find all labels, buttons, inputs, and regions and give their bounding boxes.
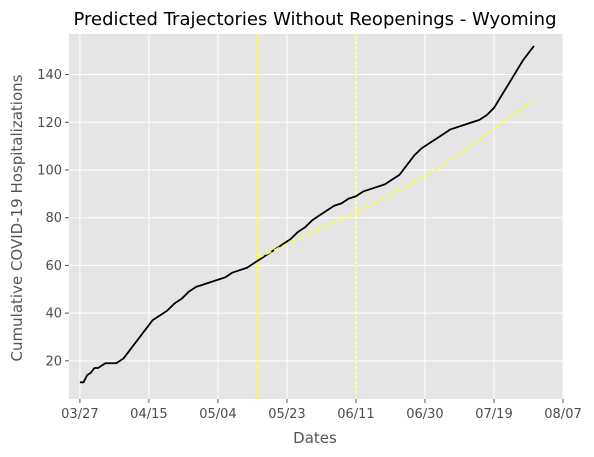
y-axis-ticks: 20 40 60 80 100 120 140	[37, 68, 69, 369]
y-tick-label: 80	[45, 211, 62, 226]
plot-area	[69, 34, 563, 399]
x-tick-label: 05/23	[268, 407, 305, 422]
y-tick-label: 60	[45, 259, 62, 274]
series-line	[257, 100, 535, 259]
y-tick-label: 140	[37, 68, 62, 83]
x-tick-label: 04/15	[130, 407, 167, 422]
x-tick-label: 06/30	[406, 407, 443, 422]
y-tick-label: 20	[45, 354, 62, 369]
grid-lines	[69, 34, 564, 399]
x-tick-label: 06/11	[337, 407, 374, 422]
y-tick-label: 100	[37, 163, 62, 178]
x-tick-label: 03/27	[61, 407, 98, 422]
chart-title: Predicted Trajectories Without Reopening…	[73, 9, 556, 30]
vertical-marker-lines	[257, 34, 357, 399]
y-tick-label: 40	[45, 307, 62, 322]
y-tick-label: 120	[37, 116, 62, 131]
x-tick-label: 05/04	[199, 407, 236, 422]
x-tick-label: 08/07	[544, 407, 581, 422]
x-axis-label: Dates	[293, 429, 337, 447]
series-line	[79, 45, 535, 384]
y-axis-label: Cumulative COVID-19 Hospitalizations	[8, 74, 26, 361]
x-tick-label: 07/19	[475, 407, 512, 422]
series-group	[79, 45, 535, 384]
x-axis-ticks: 03/27 04/15 05/04 05/23 06/11 06/30 07/19 08/07	[61, 399, 582, 422]
